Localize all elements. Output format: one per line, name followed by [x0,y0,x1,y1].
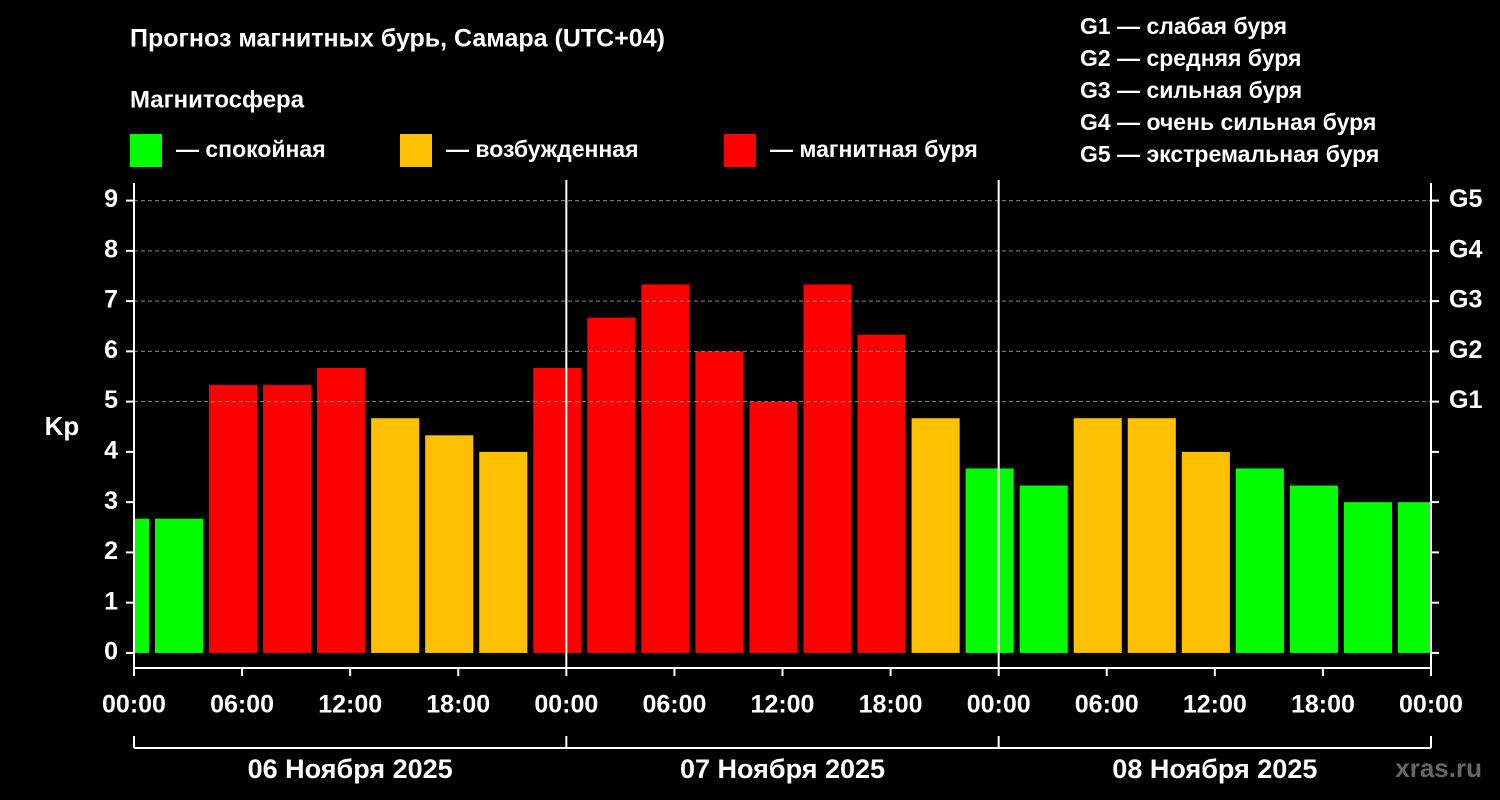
bar [1343,502,1392,653]
x-tick-label: 06:00 [642,691,706,719]
date-label: 08 Ноября 2025 [1112,754,1317,784]
bar [1073,418,1122,653]
bar [965,468,1014,653]
bar [1397,502,1431,653]
legend-swatch [130,134,162,167]
x-tick-label: 12:00 [318,691,382,719]
bar [1181,451,1230,653]
subtitle: Магнитосфера [130,86,305,113]
x-tick-label: 12:00 [1183,691,1247,719]
watermark: xras.ru [1395,753,1482,783]
bar [425,435,474,653]
bar [803,284,852,653]
y2-tick-label: G3 [1449,286,1482,314]
y2-tick-label: G5 [1449,185,1482,213]
legend-label: — магнитная буря [770,136,978,162]
bar [641,284,690,653]
legend-label: — спокойная [176,136,326,162]
bar [587,317,636,653]
storm-note: G1 — слабая буря [1080,13,1287,39]
legend-label: — возбужденная [446,136,639,162]
x-tick-label: 00:00 [967,691,1031,719]
bar [1235,468,1284,653]
y-tick-label: 6 [104,336,118,364]
chart-title: Прогноз магнитных бурь, Самара (UTC+04) [130,25,665,53]
bars [134,284,1431,653]
y-tick-label: 0 [104,638,118,666]
y2-tick-label: G4 [1449,235,1482,263]
bar [1127,418,1176,653]
y-tick-label: 1 [104,587,118,615]
date-label: 07 Ноября 2025 [680,754,885,784]
x-tick-label: 18:00 [426,691,490,719]
y-axis-label: Kp [45,411,80,441]
bar [154,518,204,653]
legend-swatch [400,134,432,167]
y2-tick-label: G2 [1449,336,1482,364]
y-tick-label: 2 [104,537,118,565]
bar [533,367,582,653]
x-tick-label: 06:00 [210,691,274,719]
bar [1019,485,1068,653]
legend-swatch [724,134,756,167]
y-tick-label: 8 [104,235,118,263]
bar [749,401,798,653]
x-tick-label: 18:00 [859,691,923,719]
y2-tick-label: G1 [1449,386,1482,414]
bar [695,351,744,653]
y-tick-label: 5 [104,386,118,414]
x-tick-label: 06:00 [1075,691,1139,719]
bar [134,518,150,653]
x-tick-label: 00:00 [534,691,598,719]
bar [263,385,312,653]
x-tick-label: 18:00 [1291,691,1355,719]
bar [317,367,366,653]
x-tick-label: 12:00 [751,691,815,719]
storm-note: G3 — сильная буря [1080,77,1302,103]
storm-note: G2 — средняя буря [1080,45,1301,71]
x-tick-label: 00:00 [1399,691,1463,719]
bar [1289,485,1338,653]
y-tick-label: 9 [104,185,118,213]
bar [911,418,960,653]
storm-note: G5 — экстремальная буря [1080,141,1379,167]
bar [209,385,258,653]
y-tick-label: 3 [104,487,118,515]
storm-note: G4 — очень сильная буря [1080,109,1376,135]
bar [371,418,420,653]
y-tick-label: 4 [104,436,118,464]
x-tick-label: 00:00 [102,691,166,719]
y-tick-label: 7 [104,286,118,314]
bar [479,451,528,653]
bar [857,334,906,653]
date-label: 06 Ноября 2025 [248,754,453,784]
